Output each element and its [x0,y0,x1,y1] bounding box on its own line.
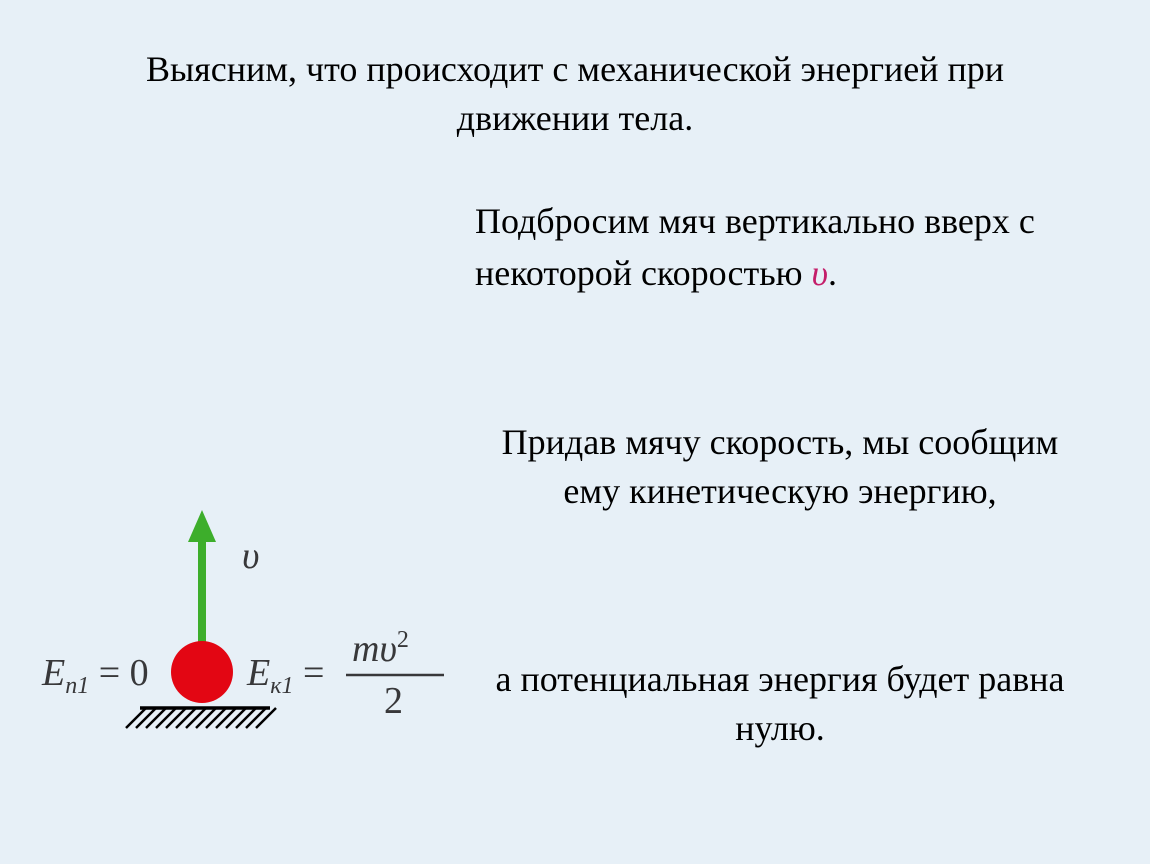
svg-text:2: 2 [384,680,403,722]
sentence-1-text: Подбросим мяч вертикально вверх с некото… [475,201,1035,293]
upsilon-label: υ [242,535,259,577]
physics-diagram: υ Eп1 = 0 Eк1 = mυ2 2 [32,460,482,780]
sentence-1-end: . [828,253,837,293]
slide-title: Выясним, что происходит с механической э… [0,0,1150,172]
ball [171,641,233,703]
potential-energy-label: Eп1 = 0 [41,652,149,699]
sentence-2: Придав мячу скорость, мы сообщим ему кин… [475,418,1085,515]
velocity-arrow-head [188,510,216,542]
svg-text:mυ2: mυ2 [352,627,409,670]
sentence-1: Подбросим мяч вертикально вверх с некото… [475,195,1085,299]
svg-text:Eк1 =: Eк1 = [246,652,324,699]
upsilon-symbol: υ [812,253,829,293]
ground-hatching [126,708,276,728]
sentence-3: а потенциальная энергия будет равна нулю… [475,655,1085,752]
